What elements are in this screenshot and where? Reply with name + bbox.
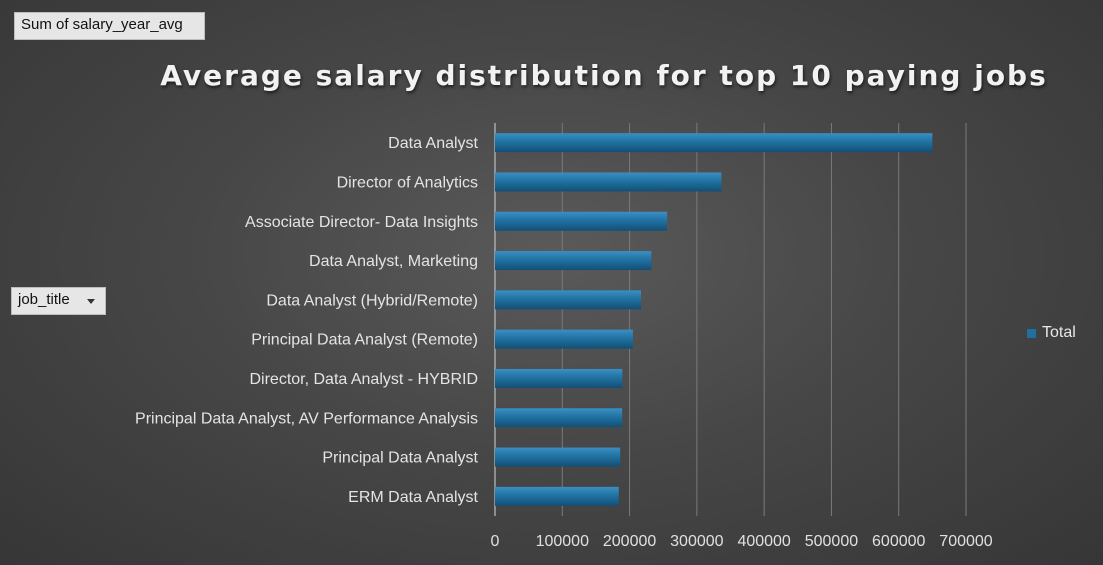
- bar[interactable]: [495, 329, 633, 349]
- legend-label: Total: [1042, 324, 1076, 341]
- bar[interactable]: [495, 251, 652, 271]
- bar[interactable]: [495, 408, 623, 428]
- category-label: Data Analyst, Marketing: [309, 253, 478, 270]
- category-label: Data Analyst (Hybrid/Remote): [266, 292, 478, 309]
- dropdown-arrow-icon[interactable]: [87, 299, 95, 304]
- category-label: Director, Data Analyst - HYBRID: [249, 371, 478, 388]
- value-field-button[interactable]: Sum of salary_year_avg: [14, 12, 205, 40]
- category-label: ERM Data Analyst: [348, 489, 478, 506]
- bar[interactable]: [495, 447, 621, 467]
- category-label: Data Analyst: [388, 135, 478, 152]
- x-tick-label: 400000: [737, 533, 790, 550]
- chart-title: Average salary distribution for top 10 p…: [160, 59, 1048, 92]
- x-tick-label: 0: [491, 533, 500, 550]
- x-tick-label: 300000: [670, 533, 723, 550]
- x-tick-label: 600000: [872, 533, 925, 550]
- category-label: Director of Analytics: [337, 174, 478, 191]
- legend: Total: [1027, 324, 1076, 342]
- bar[interactable]: [495, 133, 933, 153]
- category-label: Principal Data Analyst, AV Performance A…: [135, 410, 478, 427]
- x-tick-label: 500000: [805, 533, 858, 550]
- category-label: Principal Data Analyst (Remote): [251, 332, 478, 349]
- bar[interactable]: [495, 290, 642, 310]
- bar[interactable]: [495, 172, 722, 192]
- category-label: Principal Data Analyst: [322, 450, 478, 467]
- bar[interactable]: [495, 211, 668, 231]
- x-tick-label: 200000: [603, 533, 656, 550]
- x-tick-label: 700000: [939, 533, 992, 550]
- x-tick-label: 100000: [536, 533, 589, 550]
- row-field-filter-button[interactable]: job_title: [11, 287, 106, 315]
- bar[interactable]: [495, 368, 623, 388]
- legend-swatch: [1027, 328, 1036, 338]
- bar[interactable]: [495, 486, 619, 506]
- row-field-label: job_title: [18, 291, 70, 308]
- category-label: Associate Director- Data Insights: [245, 214, 478, 231]
